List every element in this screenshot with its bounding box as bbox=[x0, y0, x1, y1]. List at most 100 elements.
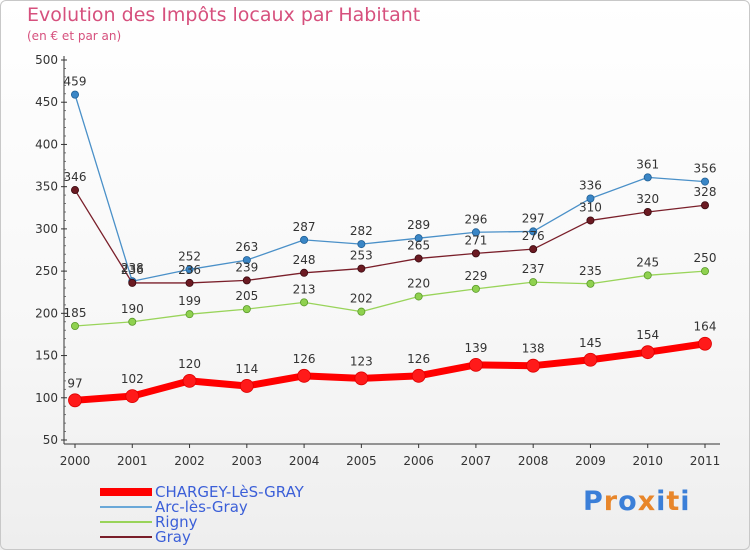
data-point bbox=[355, 372, 368, 385]
x-tick-label: 2000 bbox=[60, 454, 91, 468]
y-tick-label: 200 bbox=[35, 306, 58, 320]
x-tick-label: 2003 bbox=[232, 454, 263, 468]
x-tick-label: 2010 bbox=[632, 454, 663, 468]
data-point bbox=[358, 308, 365, 315]
logo-letter: P bbox=[583, 486, 604, 517]
data-label: 336 bbox=[579, 178, 602, 192]
data-label: 252 bbox=[178, 249, 201, 263]
legend-swatch-gray bbox=[100, 536, 152, 538]
data-point bbox=[298, 369, 311, 382]
x-tick-label: 2006 bbox=[403, 454, 434, 468]
data-label: 265 bbox=[407, 238, 430, 252]
data-label: 114 bbox=[235, 362, 258, 376]
x-tick-label: 2008 bbox=[518, 454, 549, 468]
logo-letter: i bbox=[680, 486, 690, 517]
line-chart: 501001502002503003504004505002000 2001 200… bbox=[0, 0, 750, 550]
logo-letter: t bbox=[666, 486, 680, 517]
logo-letter: x bbox=[638, 486, 656, 517]
y-tick-label: 450 bbox=[35, 95, 58, 109]
y-tick-label: 250 bbox=[35, 264, 58, 278]
data-point bbox=[415, 255, 422, 262]
data-label: 296 bbox=[464, 212, 487, 226]
legend-item-gray: Gray bbox=[100, 529, 191, 544]
legend-swatch-rigny bbox=[100, 521, 152, 523]
data-point bbox=[186, 279, 193, 286]
data-label: 250 bbox=[694, 251, 717, 265]
data-label: 190 bbox=[121, 302, 144, 316]
data-label: 102 bbox=[121, 372, 144, 386]
data-point bbox=[530, 278, 537, 285]
data-point bbox=[71, 322, 78, 329]
logo-letter: i bbox=[656, 486, 666, 517]
data-label: 97 bbox=[67, 376, 82, 390]
series-line-1 bbox=[75, 95, 705, 282]
data-label: 164 bbox=[694, 320, 717, 334]
data-label: 346 bbox=[64, 170, 87, 184]
data-point bbox=[129, 279, 136, 286]
data-label: 235 bbox=[579, 264, 602, 278]
data-label: 126 bbox=[407, 352, 430, 366]
y-tick-label: 400 bbox=[35, 137, 58, 151]
x-tick-label: 2007 bbox=[461, 454, 492, 468]
data-point bbox=[240, 379, 253, 392]
data-label: 282 bbox=[350, 224, 373, 238]
data-point bbox=[358, 240, 365, 247]
data-point bbox=[69, 394, 82, 407]
data-label: 297 bbox=[522, 211, 545, 225]
data-label: 245 bbox=[636, 255, 659, 269]
data-point bbox=[701, 178, 708, 185]
data-point bbox=[644, 208, 651, 215]
x-tick-label: 2011 bbox=[690, 454, 721, 468]
data-point bbox=[300, 269, 307, 276]
data-point bbox=[587, 217, 594, 224]
data-label: 138 bbox=[522, 342, 545, 356]
data-label: 239 bbox=[235, 260, 258, 274]
data-point bbox=[701, 268, 708, 275]
y-tick-label: 300 bbox=[35, 222, 58, 236]
data-point bbox=[126, 390, 139, 403]
data-label: 154 bbox=[636, 328, 659, 342]
data-point bbox=[469, 358, 482, 371]
data-label: 126 bbox=[293, 352, 316, 366]
data-label: 271 bbox=[464, 233, 487, 247]
y-tick-label: 50 bbox=[43, 433, 58, 447]
series-line-0 bbox=[75, 344, 705, 401]
data-label: 287 bbox=[293, 220, 316, 234]
data-point bbox=[472, 285, 479, 292]
y-tick-label: 150 bbox=[35, 349, 58, 363]
data-label: 236 bbox=[178, 263, 201, 277]
data-label: 459 bbox=[64, 75, 87, 89]
y-tick-label: 500 bbox=[35, 53, 58, 67]
data-label: 205 bbox=[235, 289, 258, 303]
legend-label-gray: Gray bbox=[155, 528, 191, 546]
data-point bbox=[587, 280, 594, 287]
data-label: 123 bbox=[350, 354, 373, 368]
logo-letter: o bbox=[618, 486, 638, 517]
data-label: 263 bbox=[235, 240, 258, 254]
x-tick-label: 2002 bbox=[174, 454, 205, 468]
data-point bbox=[644, 272, 651, 279]
proxiti-logo: Proxiti bbox=[583, 486, 691, 517]
data-label: 199 bbox=[178, 294, 201, 308]
data-label: 220 bbox=[407, 276, 430, 290]
data-label: 356 bbox=[694, 162, 717, 176]
data-point bbox=[415, 293, 422, 300]
data-label: 361 bbox=[636, 157, 659, 171]
data-point bbox=[641, 346, 654, 359]
data-label: 139 bbox=[464, 341, 487, 355]
data-point bbox=[644, 174, 651, 181]
series-line-2 bbox=[75, 271, 705, 326]
data-point bbox=[186, 311, 193, 318]
data-label: 248 bbox=[293, 253, 316, 267]
data-label: 237 bbox=[522, 262, 545, 276]
series-line-3 bbox=[75, 190, 705, 283]
data-point bbox=[412, 369, 425, 382]
data-point bbox=[699, 337, 712, 350]
data-label: 213 bbox=[293, 282, 316, 296]
data-point bbox=[584, 353, 597, 366]
data-point bbox=[358, 265, 365, 272]
data-point bbox=[300, 299, 307, 306]
data-label: 202 bbox=[350, 292, 373, 306]
data-point bbox=[530, 246, 537, 253]
y-tick-label: 100 bbox=[35, 391, 58, 405]
